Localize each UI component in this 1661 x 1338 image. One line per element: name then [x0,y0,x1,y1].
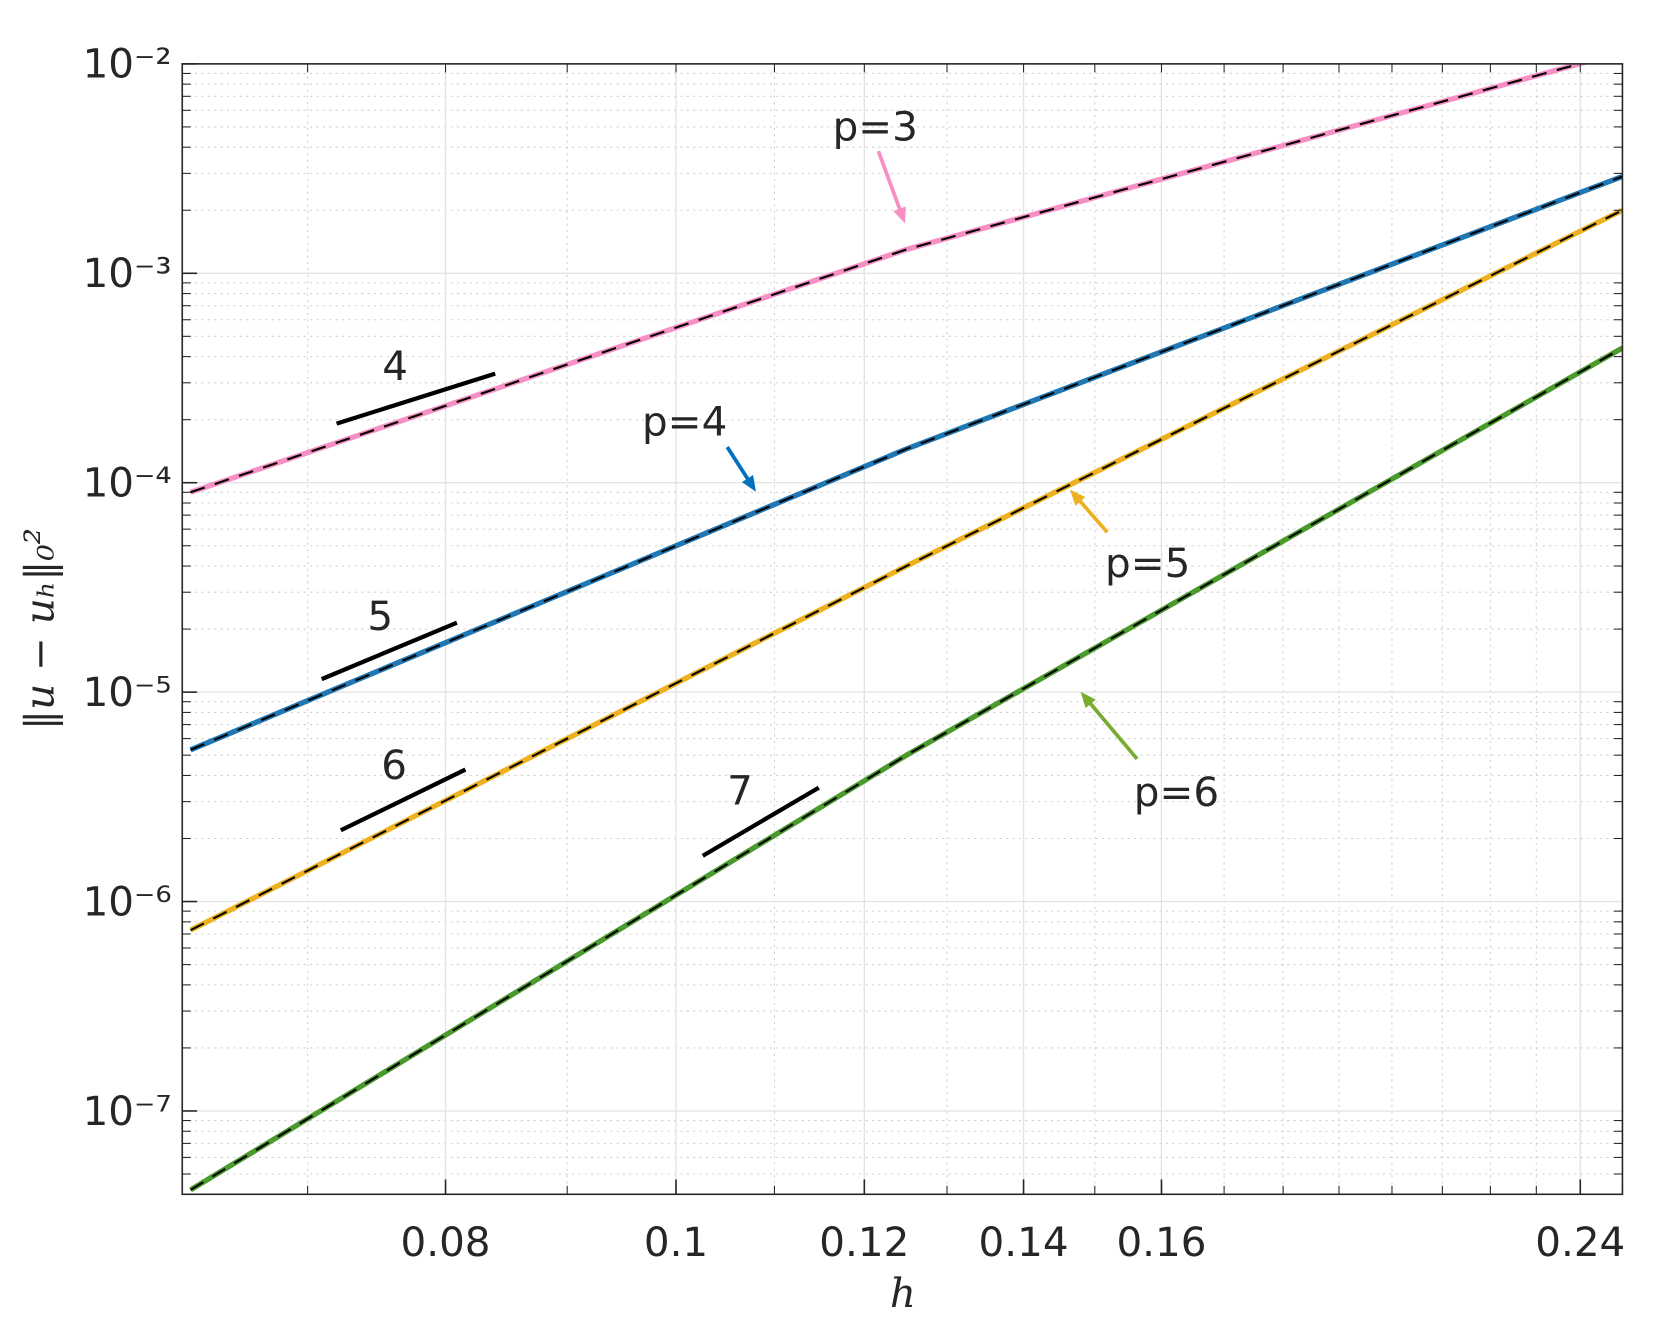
x-tick-label: 0.12 [819,1218,909,1266]
annotation-arrow [1074,494,1109,534]
arrow-head [1080,691,1096,709]
annotation: 4 [382,342,408,390]
x-tick-label: 0.24 [1535,1218,1625,1266]
slope-marker [320,620,458,682]
y-tick-label: 10⁻² [83,40,172,88]
annotations: p=3 p=4 p=5 p=6 4 5 6 7 [320,103,1219,858]
annotation: 6 [381,741,407,789]
slope-marker [339,767,467,833]
reference-line [190,175,1623,751]
annotation-arrow [1084,697,1139,761]
annotation: p=5 [1105,539,1190,587]
y-tick-label: 10⁻⁶ [83,877,172,925]
ticks: 10⁻⁷ 10⁻⁶ 10⁻⁵ 10⁻⁴ 10⁻³ 10⁻² 0.08 0.1 0.12 0.14 0… [83,40,1626,1266]
y-tick-label: 10⁻⁴ [83,459,172,507]
x-tick-label: 0.16 [1116,1218,1206,1266]
lines [189,63,1623,1193]
arrow-head [1069,489,1086,506]
arrow-head [741,474,756,492]
arrow-head [893,206,906,224]
annotation: 7 [727,767,753,815]
annotation-arrow [725,446,753,486]
slope-marker [701,785,820,858]
reference-line [190,347,1623,1191]
y-tick-label: 10⁻⁷ [83,1087,172,1135]
x-tick-label: 0.08 [401,1218,491,1266]
y-tick-label: 10⁻⁵ [83,668,172,716]
series-line [189,63,1590,495]
annotation: p=4 [642,397,727,445]
annotation: p=6 [1134,768,1219,816]
x-axis-label: h [890,1269,916,1317]
y-tick-label: 10⁻³ [83,249,172,297]
x-tick-label: 0.1 [644,1218,708,1266]
x-tick-label: 0.14 [979,1218,1069,1266]
reference-line [190,209,1623,932]
annotation: p=3 [833,103,918,151]
annotation: 5 [367,592,393,640]
y-axis-label: ‖u − uₕ‖₀² [15,528,63,730]
annotation-arrow [876,150,904,217]
slope-marker [335,371,496,426]
plot-area [182,63,1623,1195]
